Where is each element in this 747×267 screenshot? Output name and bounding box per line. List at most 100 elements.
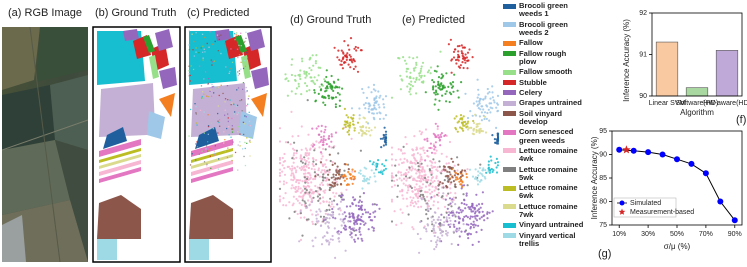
tsne-point [446,176,449,179]
tsne-point [477,203,481,206]
tsne-point [353,177,356,180]
legend-label: Stubble [519,77,547,87]
tsne-point [301,197,304,200]
tsne-point [461,209,464,212]
tsne-point [368,160,372,163]
tsne-point [415,179,419,183]
noise-pixel [195,47,197,49]
tsne-point [371,203,374,206]
tsne-point [329,238,332,241]
tsne-point [316,79,319,82]
legend-item: Brocoli green weeds 1 [503,1,599,18]
noise-pixel [214,145,216,147]
noise-pixel [231,125,233,127]
tsne-point [304,169,307,172]
tsne-point [378,207,381,210]
tsne-point [350,228,353,231]
tsne-point [301,180,304,183]
noise-pixel [195,143,197,145]
tsne-point [464,61,467,64]
tsne-point [312,245,315,248]
tsne-point [316,190,319,193]
noise-pixel [242,148,244,150]
tsne-point [331,163,334,166]
tsne-point [285,181,288,184]
tsne-point [453,164,456,167]
tsne-point [427,205,430,208]
tsne-point [338,233,341,236]
tsne-point [348,126,351,129]
tsne-point [443,221,446,224]
tsne-point [290,174,293,177]
tsne-point [317,74,320,77]
legend-item: Vinyard vertical trellis [503,231,599,248]
noise-pixel [206,165,208,167]
noise-pixel [211,54,213,56]
tsne-point [482,167,485,170]
tsne-point [438,139,441,142]
tsne-point [295,152,298,155]
tsne-point [281,164,284,167]
tsne-point [347,170,350,174]
noise-pixel [192,49,194,51]
noise-pixel [203,161,206,163]
y-tick-label: 75 [599,222,607,229]
noise-pixel [211,64,213,66]
tsne-point [458,44,461,48]
tsne-point [345,58,348,62]
noise-pixel [193,55,195,57]
tsne-point [436,125,439,128]
tsne-point [454,229,457,232]
tsne-point [438,84,441,87]
noise-pixel [203,132,205,134]
tsne-point [359,222,362,226]
tsne-point [478,217,481,220]
noise-pixel [236,104,239,106]
tsne-point [334,105,337,109]
tsne-point [282,183,285,186]
tsne-point [331,207,334,211]
tsne-point [472,128,475,131]
tsne-point [447,43,450,46]
tsne-point [373,126,377,129]
tsne-point [478,122,481,125]
tsne-point [327,97,331,100]
tsne-point [347,129,351,132]
tsne-point [295,179,298,182]
tsne-point [480,179,483,182]
tsne-point [308,152,311,155]
tsne-point [315,140,318,143]
tsne-point [408,76,411,79]
tsne-point [353,240,357,243]
tsne-point [283,173,287,176]
x-tick-label: 90% [728,231,742,238]
tsne-point [469,233,472,236]
tsne-point [445,218,448,221]
tsne-point [290,178,293,181]
tsne-point [390,172,394,175]
tsne-point [468,48,471,51]
tsne-point [480,216,483,219]
tsne-point [368,126,371,130]
tsne-point [382,98,385,101]
noise-pixel [205,148,207,150]
tsne-point [412,178,415,182]
tsne-point [451,209,454,213]
tsne-point [413,186,416,189]
noise-pixel [213,60,216,62]
tsne-point [472,206,475,209]
tsne-point [365,96,369,99]
tsne-point [378,96,381,99]
tsne-point [477,107,480,110]
tsne-point [491,134,494,137]
tsne-point [320,124,323,127]
tsne-point [471,114,474,117]
tsne-point [326,184,329,187]
tsne-point [278,200,282,203]
tsne-point [465,203,468,206]
noise-pixel [230,155,233,157]
legend-label: Celery [519,87,543,97]
noise-pixel [201,33,204,35]
tsne-point [339,200,342,203]
tsne-point [404,175,408,178]
